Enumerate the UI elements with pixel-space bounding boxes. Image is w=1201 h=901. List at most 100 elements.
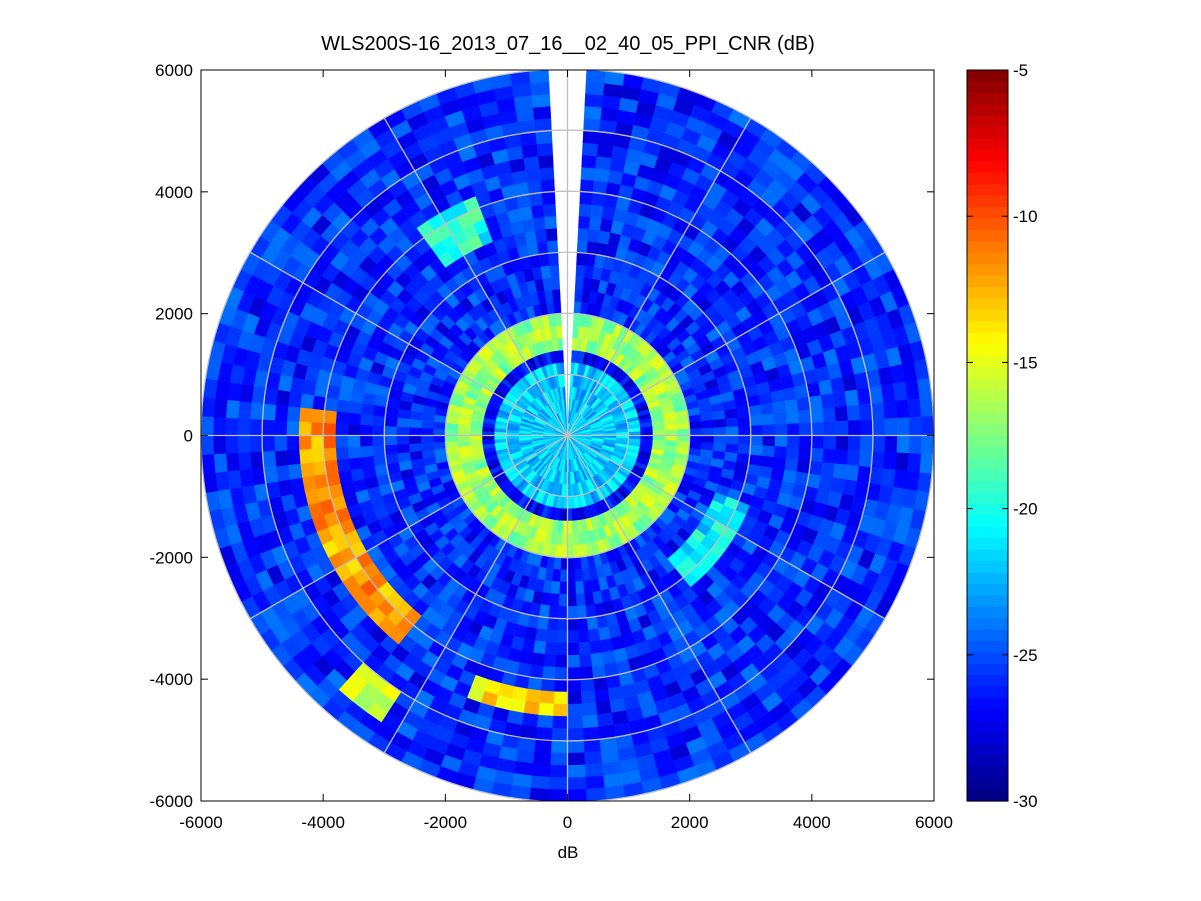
cnr-cell	[538, 253, 550, 267]
cnr-cell	[525, 688, 541, 704]
cnr-cell	[581, 702, 598, 717]
colorbar-band	[967, 652, 1008, 665]
cnr-cell	[567, 764, 586, 778]
cnr-cell	[457, 429, 471, 436]
cnr-cell	[336, 398, 351, 413]
cnr-cell	[384, 416, 398, 427]
colorbar-band	[967, 81, 1008, 94]
cnr-cell	[584, 93, 604, 108]
cnr-cell	[601, 95, 622, 110]
cnr-cell	[583, 739, 601, 753]
colorbar-band	[967, 344, 1008, 357]
cnr-cell	[847, 419, 861, 436]
colorbar-band	[967, 698, 1008, 711]
cnr-cell	[262, 403, 277, 421]
colorbar-band	[967, 435, 1008, 448]
cnr-cell	[595, 155, 612, 171]
cnr-cell	[576, 617, 589, 631]
cnr-cell	[811, 421, 825, 436]
cnr-cell	[713, 435, 727, 445]
cnr-cell	[536, 240, 549, 255]
colorbar-band	[967, 275, 1008, 288]
cnr-cell	[907, 453, 922, 473]
cnr-cell	[820, 462, 836, 478]
cnr-cell	[713, 426, 727, 436]
x-tick-label: 0	[563, 813, 572, 832]
cnr-cell	[738, 425, 751, 436]
cnr-cell	[652, 435, 666, 441]
cnr-cell	[567, 545, 575, 558]
cnr-cell	[761, 413, 776, 426]
colorbar-band	[967, 492, 1008, 505]
colorbar-band	[967, 458, 1008, 471]
x-tick-label: -6000	[179, 813, 222, 832]
cnr-cell	[880, 468, 896, 488]
cnr-cell	[324, 397, 339, 412]
cnr-cell	[585, 70, 607, 84]
colorbar-band	[967, 298, 1008, 311]
x-tick-label: 4000	[793, 813, 831, 832]
cnr-cell	[550, 740, 568, 754]
cnr-cell	[225, 417, 239, 436]
cnr-cell	[286, 435, 300, 451]
colorbar-band	[967, 675, 1008, 688]
cnr-cell	[844, 389, 860, 407]
cnr-cell	[540, 678, 555, 692]
cnr-cell	[298, 448, 313, 464]
cnr-cell	[544, 215, 557, 230]
cnr-cell	[786, 423, 800, 436]
cnr-cell	[298, 421, 312, 436]
cnr-cell	[481, 435, 495, 441]
cnr-cell	[574, 276, 585, 290]
colorbar-tick-label: -5	[1013, 61, 1028, 80]
cnr-cell	[688, 421, 702, 430]
cnr-cell	[785, 446, 800, 460]
cnr-cell	[371, 425, 385, 436]
cnr-cell	[823, 435, 837, 450]
y-tick-label: 4000	[155, 183, 193, 202]
cnr-cell	[567, 557, 575, 571]
cnr-cell	[567, 593, 577, 607]
cnr-cell	[799, 435, 813, 449]
cnr-cell	[521, 218, 536, 233]
cnr-cell	[860, 435, 874, 452]
colorbar-band	[967, 743, 1008, 756]
cnr-cell	[360, 455, 375, 469]
cnr-cell	[311, 408, 325, 423]
cnr-cell	[523, 700, 540, 716]
cnr-cell	[298, 435, 312, 450]
cnr-cell	[534, 118, 552, 132]
cnr-cell	[528, 70, 550, 84]
radial-line	[566, 435, 752, 754]
colorbar-band	[967, 641, 1008, 654]
chart-title: WLS200S-16_2013_07_16__02_40_05_PPI_CNR …	[321, 33, 815, 55]
colorbar-band	[967, 355, 1008, 368]
cnr-cell	[896, 417, 910, 436]
cnr-cell	[919, 453, 934, 475]
colorbar-band	[967, 526, 1008, 539]
cnr-cell	[237, 451, 252, 471]
cnr-cell	[324, 459, 339, 474]
cnr-cell	[562, 520, 568, 534]
cnr-cell	[530, 81, 550, 96]
cnr-cell	[335, 446, 350, 460]
colorbar-band	[967, 618, 1008, 631]
cnr-cell	[583, 105, 603, 120]
cnr-cell	[397, 451, 411, 463]
cnr-cell	[552, 703, 568, 717]
cnr-cell	[550, 752, 568, 766]
y-tick-label: -6000	[150, 792, 193, 811]
colorbar-band	[967, 389, 1008, 402]
polar-grid	[201, 70, 934, 801]
cnr-cell	[810, 408, 824, 423]
cnr-cell	[420, 442, 435, 452]
colorbar-band	[967, 606, 1008, 619]
cnr-cell	[762, 435, 776, 447]
cnr-cell	[725, 443, 739, 454]
cnr-cell	[261, 419, 275, 436]
cnr-cell	[587, 628, 601, 643]
cnr-cell	[548, 252, 559, 266]
colorbar-band	[967, 366, 1008, 379]
colorbar-band	[967, 104, 1008, 117]
cnr-cell	[567, 679, 582, 693]
